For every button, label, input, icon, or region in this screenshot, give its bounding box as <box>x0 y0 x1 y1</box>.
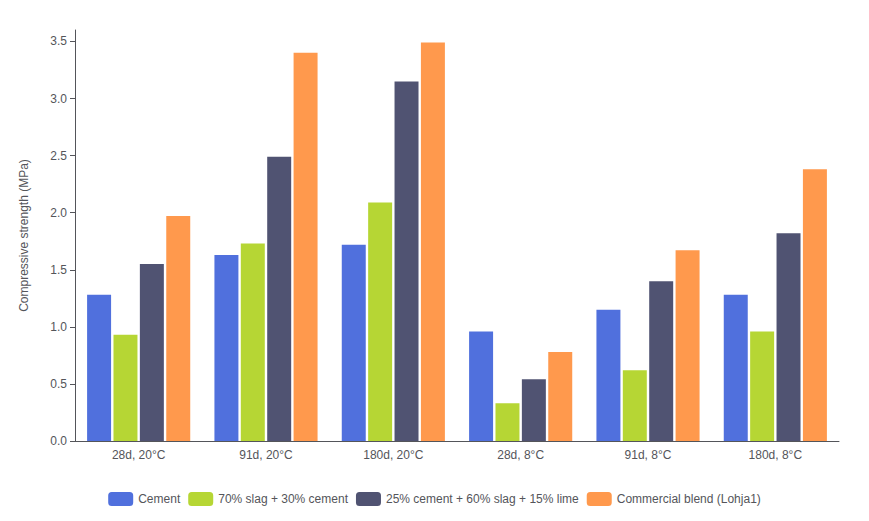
svg-text:0.0: 0.0 <box>50 434 67 448</box>
svg-text:Compressive strength (MPa): Compressive strength (MPa) <box>17 159 31 312</box>
svg-text:91d, 8°C: 91d, 8°C <box>625 448 672 462</box>
svg-text:25% cement + 60% slag + 15% li: 25% cement + 60% slag + 15% lime <box>386 492 579 506</box>
svg-text:3.0: 3.0 <box>50 92 67 106</box>
svg-text:2.0: 2.0 <box>50 206 67 220</box>
svg-text:0.5: 0.5 <box>50 377 67 391</box>
svg-text:1.0: 1.0 <box>50 320 67 334</box>
svg-text:2.5: 2.5 <box>50 149 67 163</box>
svg-text:1.5: 1.5 <box>50 263 67 277</box>
svg-text:180d, 20°C: 180d, 20°C <box>363 448 424 462</box>
svg-text:180d, 8°C: 180d, 8°C <box>749 448 803 462</box>
svg-text:91d, 20°C: 91d, 20°C <box>239 448 293 462</box>
svg-text:3.5: 3.5 <box>50 34 67 48</box>
svg-text:70% slag + 30% cement: 70% slag + 30% cement <box>218 492 348 506</box>
svg-text:Cement: Cement <box>138 492 181 506</box>
svg-text:28d, 20°C: 28d, 20°C <box>112 448 166 462</box>
svg-text:28d, 8°C: 28d, 8°C <box>497 448 544 462</box>
svg-text:Commercial blend (Lohja1): Commercial blend (Lohja1) <box>617 492 761 506</box>
